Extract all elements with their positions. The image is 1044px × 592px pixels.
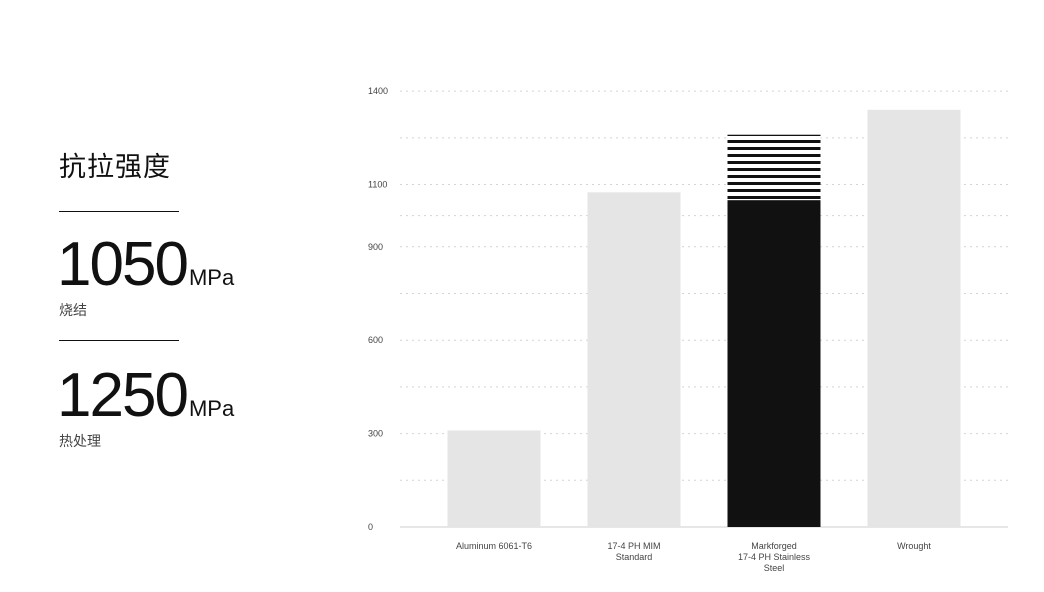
x-category-label: 17-4 PH MIM — [607, 541, 660, 551]
x-category-label: Markforged — [751, 541, 797, 551]
stat-label-heat-treated: 热处理 — [59, 434, 101, 450]
stat-value: 1050 — [57, 230, 189, 299]
stat-heat-treated: 1250MPa — [57, 360, 234, 432]
bar-2 — [727, 200, 821, 527]
stat-label-sintered: 烧结 — [59, 303, 87, 319]
x-category-label: Steel — [764, 563, 785, 573]
bar-1 — [587, 192, 681, 528]
panel-title: 抗拉强度 — [59, 152, 171, 183]
stat-value: 1250 — [57, 361, 189, 430]
y-tick-label: 0 — [368, 522, 373, 532]
x-category-label: Standard — [616, 552, 653, 562]
y-tick-label: 900 — [368, 242, 383, 252]
x-category-label: Aluminum 6061-T6 — [456, 541, 532, 551]
y-tick-label: 1400 — [368, 86, 388, 96]
bar-0 — [447, 430, 541, 527]
x-category-label: 17-4 PH Stainless — [738, 552, 811, 562]
stat-unit: MPa — [188, 396, 235, 421]
title-divider — [59, 211, 179, 212]
stat-sintered: 1050MPa — [57, 229, 234, 301]
bar-3 — [867, 109, 961, 528]
y-tick-label: 1100 — [368, 180, 387, 190]
y-tick-label: 600 — [368, 335, 383, 345]
y-tick-label: 300 — [368, 429, 383, 439]
bar-heat-treated-extension — [727, 134, 821, 201]
stats-panel: 抗拉强度 1050MPa 烧结 1250MPa 热处理 — [0, 0, 330, 592]
stat-divider — [59, 340, 179, 341]
stat-unit: MPa — [188, 265, 235, 290]
x-category-label: Wrought — [897, 541, 931, 551]
